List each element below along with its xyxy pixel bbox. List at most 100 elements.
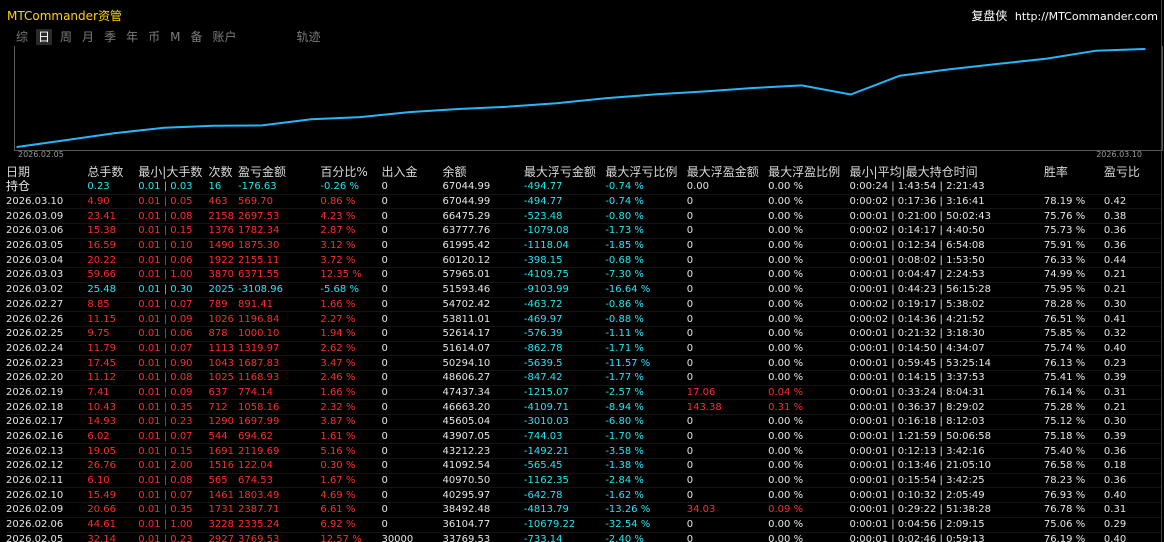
cell-3: 16 bbox=[208, 180, 238, 195]
cell-4: 6371.55 bbox=[237, 267, 321, 283]
col-header-9[interactable]: 最大浮亏比例 bbox=[605, 165, 678, 179]
col-header-1[interactable]: 总手数 bbox=[87, 165, 124, 179]
col-header-8[interactable]: 最大浮亏金额 bbox=[523, 165, 596, 179]
cell-6: 0 bbox=[381, 385, 443, 401]
tab-0[interactable]: 综 bbox=[16, 30, 29, 44]
cell-6: 0 bbox=[381, 414, 443, 430]
equity-point-1 bbox=[65, 139, 67, 141]
cell-2: 0.01 | 0.35 bbox=[138, 502, 209, 518]
cell-10: 17.06 bbox=[686, 385, 769, 401]
col-header-3[interactable]: 次数 bbox=[208, 165, 233, 179]
cell-4: 122.04 bbox=[237, 458, 321, 474]
cell-3: 1691 bbox=[208, 443, 238, 460]
cell-10: 0 bbox=[686, 429, 769, 445]
table-row[interactable]: 2026.02.20 11.12 0.01 | 0.08 1025 1168.93 2.4… bbox=[6, 370, 1162, 386]
cell-10: 0 bbox=[686, 311, 769, 327]
cell-11: 0.00 % bbox=[768, 238, 850, 254]
cell-3: 1922 bbox=[208, 252, 238, 269]
table-row[interactable]: 2026.03.06 15.38 0.01 | 0.15 1376 1782.34 2.8… bbox=[6, 223, 1162, 239]
table-row[interactable]: 2026.02.10 15.49 0.01 | 0.07 1461 1803.49 4.6… bbox=[6, 487, 1162, 504]
cell-5: -5.68 % bbox=[320, 282, 382, 298]
tab-8[interactable]: 备 bbox=[190, 30, 203, 44]
equity-point-0 bbox=[16, 146, 18, 148]
holding-row[interactable]: 持仓 0.23 0.01 | 0.03 16 -176.63 -0.26 % 0 67044.… bbox=[6, 180, 1162, 195]
table-row[interactable]: 2026.02.16 6.02 0.01 | 0.07 544 694.62 1.61 %… bbox=[6, 429, 1162, 445]
tab-2[interactable]: 周 bbox=[60, 30, 73, 44]
table-row[interactable]: 2026.03.02 25.48 0.01 | 0.30 2025 -3108.96 -5… bbox=[6, 282, 1162, 298]
table-row[interactable]: 2026.02.24 11.79 0.01 | 0.07 1113 1319.97 2.6… bbox=[6, 341, 1162, 357]
col-header-6[interactable]: 出入金 bbox=[381, 165, 418, 179]
cell-3: 1516 bbox=[208, 458, 238, 474]
cell-2: 0.01 | 0.07 bbox=[138, 487, 209, 504]
cell-11: 0.00 % bbox=[768, 443, 850, 460]
cell-13: 75.18 % bbox=[1043, 429, 1104, 445]
cell-8: -494.77 bbox=[523, 180, 606, 195]
table-row[interactable]: 2026.03.04 20.22 0.01 | 0.06 1922 2155.11 3.7… bbox=[6, 252, 1162, 269]
cell-13: 78.28 % bbox=[1043, 297, 1104, 313]
tab-9[interactable]: 账户 bbox=[212, 30, 237, 44]
tab-6[interactable]: 币 bbox=[148, 30, 161, 44]
table-row[interactable]: 2026.03.09 23.41 0.01 | 0.08 2158 2697.53 4.2… bbox=[6, 208, 1162, 225]
col-header-12[interactable]: 最小|平均|最大持仓时间 bbox=[849, 165, 978, 179]
cell-7: 66475.29 bbox=[442, 208, 524, 225]
table-row[interactable]: 2026.02.09 20.66 0.01 | 0.35 1731 2387.71 6.6… bbox=[6, 502, 1162, 518]
cell-10: 0 bbox=[686, 223, 769, 239]
table-row[interactable]: 2026.03.10 4.90 0.01 | 0.05 463 569.70 0.86 %… bbox=[6, 194, 1162, 210]
tab-1[interactable]: 日 bbox=[36, 29, 53, 45]
col-header-14[interactable]: 盈亏比 bbox=[1103, 165, 1140, 179]
col-header-11[interactable]: 最大浮盈比例 bbox=[768, 165, 841, 179]
table-row[interactable]: 2026.02.05 32.14 0.01 | 0.23 2927 3769.53 12.… bbox=[6, 532, 1162, 542]
equity-point-13 bbox=[653, 93, 656, 96]
table-row[interactable]: 2026.03.03 59.66 0.01 | 1.00 3870 6371.55 12.… bbox=[6, 267, 1162, 283]
cell-9: -0.86 % bbox=[605, 297, 687, 313]
cell-7: 63777.76 bbox=[442, 223, 524, 239]
cell-2: 0.01 | 0.06 bbox=[138, 252, 209, 269]
table-row[interactable]: 2026.02.11 6.10 0.01 | 0.08 565 674.53 1.67 %… bbox=[6, 473, 1162, 489]
cell-2: 0.01 | 0.03 bbox=[138, 180, 209, 195]
table-row[interactable]: 2026.02.06 44.61 0.01 | 1.00 3228 2335.24 6.9… bbox=[6, 517, 1162, 533]
col-header-0[interactable]: 日期 bbox=[6, 165, 31, 179]
tab-5[interactable]: 年 bbox=[126, 30, 139, 44]
table-row[interactable]: 2026.02.26 11.15 0.01 | 0.09 1026 1196.84 2.2… bbox=[6, 311, 1162, 327]
tab-3[interactable]: 月 bbox=[82, 30, 95, 44]
cell-0: 2026.03.03 bbox=[6, 267, 88, 283]
table-row[interactable]: 2026.02.12 26.76 0.01 | 2.00 1516 122.04 0.30… bbox=[6, 458, 1162, 474]
table-row[interactable]: 2026.02.27 8.85 0.01 | 0.07 789 891.41 1.66 %… bbox=[6, 297, 1162, 313]
cell-1: 7.41 bbox=[87, 385, 139, 401]
tab-4[interactable]: 季 bbox=[104, 30, 117, 44]
col-header-13[interactable]: 胜率 bbox=[1043, 165, 1068, 179]
cell-2: 0.01 | 0.05 bbox=[138, 194, 209, 210]
table-row[interactable]: 2026.02.25 9.75 0.01 | 0.06 878 1000.10 1.94 … bbox=[6, 326, 1162, 342]
table-row[interactable]: 2026.02.13 19.05 0.01 | 0.15 1691 2119.69 5.1… bbox=[6, 443, 1162, 460]
cell-6: 0 bbox=[381, 194, 443, 210]
table-row[interactable]: 2026.02.17 14.93 0.01 | 0.23 1290 1697.99 3.8… bbox=[6, 414, 1162, 430]
col-header-7[interactable]: 余额 bbox=[442, 165, 467, 179]
tab-7[interactable]: M bbox=[170, 30, 181, 44]
cell-0: 2026.02.13 bbox=[6, 443, 88, 460]
tab-10[interactable]: 轨迹 bbox=[296, 30, 321, 44]
col-header-10[interactable]: 最大浮盈金额 bbox=[686, 165, 759, 179]
table-row[interactable]: 2026.02.18 10.43 0.01 | 0.35 712 1058.16 2.32… bbox=[6, 399, 1162, 415]
table-row[interactable]: 2026.02.19 7.41 0.01 | 0.09 637 774.14 1.66 %… bbox=[6, 385, 1162, 401]
col-header-2[interactable]: 最小|大手数 bbox=[138, 165, 203, 179]
cell-7: 40295.97 bbox=[442, 487, 524, 504]
col-header-4[interactable]: 盈亏金额 bbox=[237, 165, 286, 179]
cell-2: 0.01 | 0.07 bbox=[138, 297, 209, 313]
table-row[interactable]: 2026.03.05 16.59 0.01 | 0.10 1490 1875.30 3.1… bbox=[6, 238, 1162, 254]
cell-10: 0 bbox=[686, 252, 769, 269]
cell-4: 1687.83 bbox=[237, 355, 321, 371]
cell-10: 143.38 bbox=[686, 399, 769, 415]
replay-label[interactable]: 复盘侠 bbox=[971, 9, 1008, 23]
cell-13: 74.99 % bbox=[1043, 267, 1104, 283]
cell-7: 53811.01 bbox=[442, 311, 524, 327]
cell-3: 712 bbox=[208, 399, 238, 415]
cell-14: 0.42 bbox=[1103, 194, 1162, 210]
col-header-5[interactable]: 百分比% bbox=[320, 165, 368, 179]
table-row[interactable]: 2026.02.23 17.45 0.01 | 0.90 1043 1687.83 3.4… bbox=[6, 355, 1162, 371]
cell-7: 48606.27 bbox=[442, 370, 524, 386]
equity-point-17 bbox=[849, 93, 852, 96]
site-url[interactable]: http://MTCommander.com bbox=[1014, 10, 1158, 23]
cell-10: 0 bbox=[686, 267, 769, 283]
cell-1: 11.15 bbox=[87, 311, 139, 327]
cell-1: 16.59 bbox=[87, 238, 139, 254]
